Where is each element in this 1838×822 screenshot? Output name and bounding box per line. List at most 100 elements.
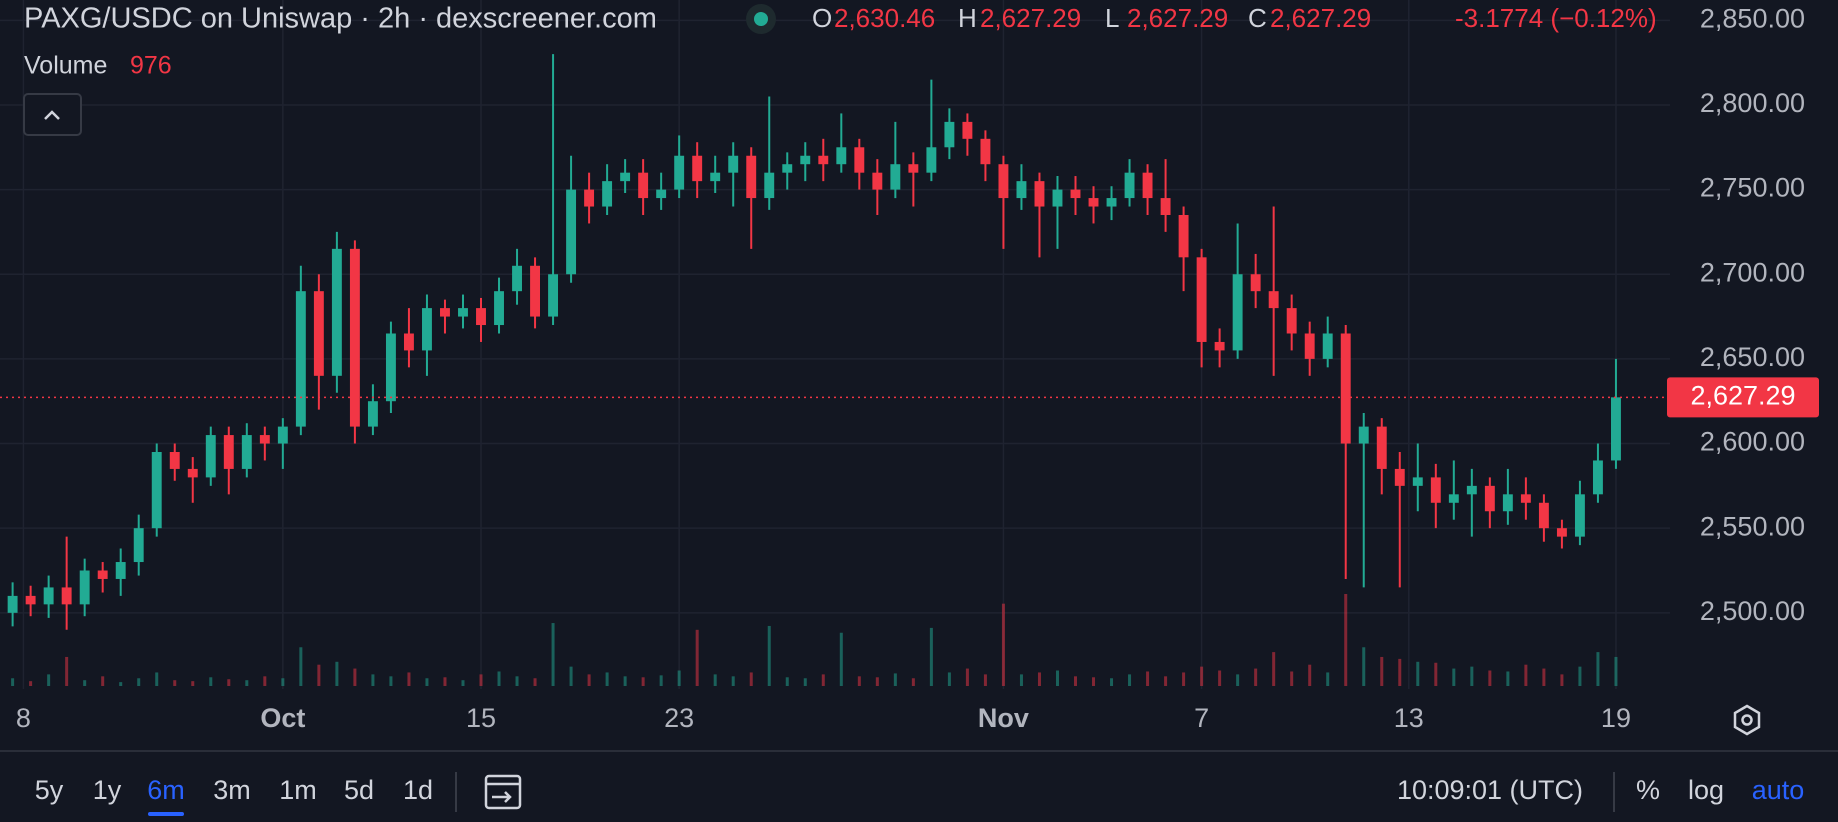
candle-body — [1160, 198, 1171, 215]
volume-bar — [1272, 652, 1276, 686]
volume-bar — [1236, 674, 1240, 686]
volume-bar — [605, 672, 609, 686]
volume-bar — [83, 680, 87, 686]
candle-body — [1556, 528, 1567, 537]
candle-body — [872, 172, 883, 190]
candle-body — [259, 435, 270, 444]
volume-bar — [47, 674, 51, 686]
period-button[interactable]: 1m — [279, 775, 317, 805]
period-button[interactable]: 1d — [403, 775, 433, 805]
candle-body — [403, 333, 414, 351]
candle-body — [187, 468, 198, 478]
volume-bar — [1380, 656, 1384, 686]
volume-bar — [101, 676, 105, 686]
date-range-button[interactable] — [484, 774, 522, 810]
candle-body — [385, 333, 396, 402]
volume-bar — [1218, 670, 1222, 686]
candle-body — [1142, 172, 1153, 199]
volume-bar — [1308, 664, 1312, 686]
candle-body — [800, 155, 811, 165]
candle-body — [530, 265, 541, 317]
period-button[interactable]: 3m — [213, 775, 251, 805]
candle-body — [1178, 214, 1189, 258]
volume-bar — [497, 671, 501, 686]
x-tick-label: Nov — [978, 703, 1029, 733]
volume-bar — [299, 647, 303, 686]
candle-body — [1070, 189, 1081, 199]
candle-body — [890, 164, 901, 190]
candle-body — [908, 164, 919, 173]
period-button[interactable]: 6m — [147, 775, 185, 805]
candle-body — [61, 587, 72, 605]
candle-body — [836, 147, 847, 165]
volume-bar — [551, 623, 555, 686]
ohlc-key: C — [1248, 3, 1267, 33]
volume-bar — [749, 672, 753, 686]
calendar-icon — [484, 774, 522, 810]
volume-bar — [1506, 671, 1510, 686]
candle-body — [602, 181, 613, 207]
volume-bar — [29, 681, 33, 686]
candle-body — [1484, 485, 1495, 512]
candle-body — [1448, 494, 1459, 503]
percent-toggle[interactable]: % — [1636, 775, 1660, 805]
volume-bar — [173, 680, 177, 686]
volume-bar — [677, 670, 681, 686]
candle-body — [476, 308, 486, 326]
candle-body — [349, 248, 360, 427]
volume-bar — [641, 677, 645, 686]
volume-bar — [1578, 666, 1582, 686]
volume-bar — [1055, 670, 1059, 686]
y-tick-label: 2,600.00 — [1700, 427, 1805, 457]
candle-body — [1466, 485, 1477, 495]
candle-body — [782, 164, 793, 173]
volume-bar — [947, 672, 951, 686]
volume-bar — [695, 629, 699, 686]
candle-body — [1034, 181, 1045, 207]
volume-bar — [1074, 676, 1078, 686]
volume-bar — [713, 674, 717, 686]
volume-bar — [569, 666, 573, 686]
log-toggle[interactable]: log — [1688, 775, 1724, 805]
candle-body — [1124, 172, 1135, 199]
volume-bar — [911, 678, 915, 686]
volume-bar — [227, 679, 231, 686]
volume-label: Volume — [24, 52, 107, 80]
candle-body — [656, 189, 667, 199]
calendar-icon-arrow — [492, 791, 512, 803]
x-tick-label: 13 — [1394, 703, 1424, 733]
x-tick-label: Oct — [260, 703, 305, 733]
volume-bar — [191, 681, 195, 686]
last-price-box — [1667, 377, 1819, 418]
candles — [0, 54, 1667, 630]
volume-bar — [1326, 672, 1330, 686]
candle-body — [1268, 291, 1279, 309]
volume-bar — [803, 678, 807, 686]
volume-bar — [1290, 671, 1294, 686]
candle-body — [133, 528, 144, 563]
volume-bar — [137, 678, 141, 686]
volume-bar — [155, 672, 159, 686]
candle-body — [1412, 477, 1423, 486]
period-button[interactable]: 5y — [35, 775, 64, 805]
volume-bar — [1092, 677, 1096, 686]
volume-bar — [1416, 661, 1420, 686]
volume-bar — [1182, 672, 1186, 686]
candle-body — [1611, 397, 1621, 461]
collapse-button[interactable] — [23, 93, 82, 136]
volume-bar — [1560, 674, 1564, 686]
volume-bar — [1037, 672, 1041, 686]
candle-body — [43, 587, 54, 605]
candle-body — [710, 172, 721, 182]
y-tick-label: 2,650.00 — [1700, 342, 1805, 372]
period-button[interactable]: 5d — [344, 775, 374, 805]
candle-body — [223, 435, 234, 469]
volume-bar — [389, 676, 393, 686]
candle-body — [620, 172, 631, 182]
period-button[interactable]: 1y — [93, 775, 122, 805]
settings-icon[interactable] — [1733, 704, 1761, 736]
candle-body — [1394, 468, 1405, 486]
candle-body — [1502, 494, 1513, 512]
candle-body — [1052, 189, 1063, 207]
auto-toggle[interactable]: auto — [1752, 775, 1805, 805]
